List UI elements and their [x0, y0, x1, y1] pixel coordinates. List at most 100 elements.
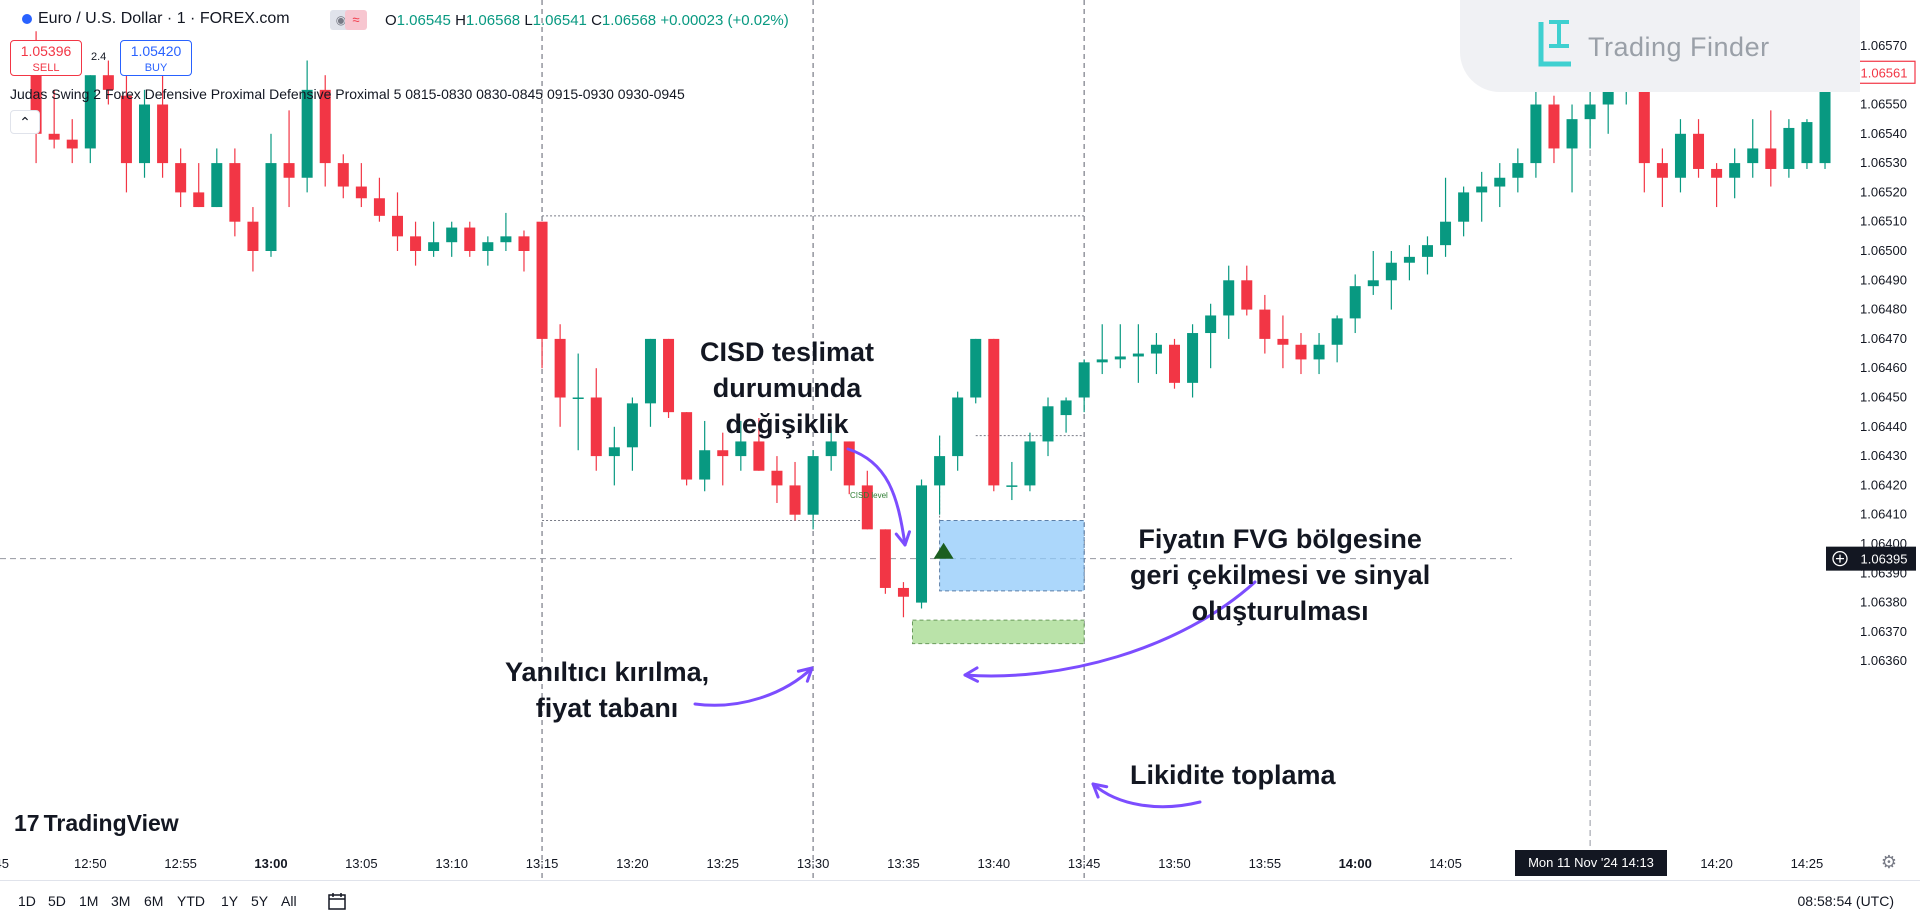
- watermark-brand: Trading Finder: [1588, 32, 1770, 62]
- candle-body: [1313, 344, 1325, 360]
- annotation-fvg-line3: oluşturulması: [1191, 596, 1369, 626]
- candle-body: [897, 587, 909, 597]
- range-all[interactable]: All: [281, 893, 297, 909]
- candle-body: [1421, 245, 1433, 257]
- candle-body: [193, 192, 205, 208]
- price-tick-label: 1.06430: [1860, 448, 1907, 463]
- time-tick-label: 14:20: [1700, 856, 1733, 871]
- range-1d[interactable]: 1D: [18, 893, 36, 909]
- close-value: 1.06568: [601, 12, 657, 29]
- candle-body: [1403, 256, 1415, 263]
- gear-icon[interactable]: ⚙: [1880, 852, 1898, 872]
- candle-body: [1819, 51, 1831, 164]
- candle-body: [771, 470, 783, 486]
- candle-body: [1530, 104, 1542, 164]
- candle-body: [319, 89, 331, 164]
- candle-body: [1078, 362, 1090, 398]
- candle-body: [608, 447, 620, 457]
- annotation-cisd-line3: değişiklik: [725, 409, 849, 439]
- range-6m[interactable]: 6M: [144, 893, 164, 909]
- annotation-cisd: CISD teslimat durumunda değişiklik: [700, 334, 874, 442]
- fake-break-arrow-head: [796, 666, 814, 683]
- indicator-legend[interactable]: Judas Swing 2 Forex Defensive Proximal D…: [10, 86, 685, 102]
- price-tick-label: 1.06420: [1860, 477, 1907, 492]
- candle-body: [175, 163, 187, 193]
- price-tick-label: 1.06550: [1860, 97, 1907, 112]
- wave-icon[interactable]: ≈: [345, 10, 367, 30]
- price-tick-label: 1.06520: [1860, 184, 1907, 199]
- candle-body: [120, 95, 132, 164]
- liquidity-arrow: [1091, 782, 1202, 809]
- chevron-up-icon[interactable]: ⌃: [10, 110, 40, 134]
- candle-body: [211, 163, 223, 208]
- candle-body: [1458, 192, 1470, 222]
- annotation-fvg-line1: Fiyatın FVG bölgesine: [1138, 524, 1422, 554]
- candle-body: [536, 221, 548, 339]
- range-3m[interactable]: 3M: [111, 893, 131, 909]
- cisd-level-label: CISD level: [850, 491, 888, 500]
- symbol-title[interactable]: Euro / U.S. Dollar · 1 · FOREX.com: [22, 10, 290, 28]
- sell-price: 1.05396: [20, 43, 72, 59]
- candle-body: [1223, 280, 1235, 316]
- calendar-icon[interactable]: [326, 890, 348, 912]
- candle-body: [1674, 133, 1686, 178]
- price-tick-label: 1.06440: [1860, 419, 1907, 434]
- candle-body: [590, 397, 602, 457]
- utc-clock[interactable]: 08:58:54 (UTC): [1797, 893, 1894, 909]
- candle-body: [952, 397, 964, 457]
- candle-body: [265, 163, 277, 251]
- low-value: 1.06541: [532, 12, 587, 29]
- sell-button[interactable]: 1.05396 SELL: [10, 40, 82, 76]
- candle-body: [1548, 104, 1560, 149]
- candle-body: [1277, 338, 1289, 345]
- crosshair-plus-icon[interactable]: [1832, 551, 1848, 567]
- last-price-label: 1.06561: [1861, 65, 1908, 80]
- time-tick-label: 14:25: [1791, 856, 1824, 871]
- candle-body: [1584, 104, 1596, 120]
- candle-body: [1476, 186, 1488, 193]
- candle-body: [861, 485, 873, 530]
- time-tick-label: 13:50: [1158, 856, 1191, 871]
- annotation-fake-break-line1: Yanıltıcı kırılma,: [505, 657, 710, 687]
- buy-label: BUY: [144, 62, 168, 74]
- range-ytd[interactable]: YTD: [177, 893, 205, 909]
- price-tick-label: 1.06380: [1860, 595, 1907, 610]
- candle-body: [681, 412, 693, 480]
- range-5d[interactable]: 5D: [48, 893, 66, 909]
- range-5y[interactable]: 5Y: [251, 893, 269, 909]
- candle-body: [916, 485, 928, 603]
- candle-body: [157, 104, 169, 164]
- range-1y[interactable]: 1Y: [221, 893, 239, 909]
- low-label: L: [524, 12, 533, 29]
- watermark-panel: [1460, 0, 1860, 92]
- candle-body: [1114, 356, 1126, 360]
- fake-break-arrow: [693, 666, 814, 707]
- candle-body: [1132, 353, 1144, 357]
- crosshair-price-label: 1.06395: [1861, 552, 1908, 567]
- price-tick-label: 1.06470: [1860, 331, 1907, 346]
- buy-button[interactable]: 1.05420 BUY: [120, 40, 192, 76]
- candle-body: [1295, 344, 1307, 360]
- price-tick-label: 1.06450: [1860, 390, 1907, 405]
- candle-body: [391, 215, 403, 237]
- liquidity-zone: [911, 619, 1085, 645]
- price-tick-label: 1.06410: [1860, 507, 1907, 522]
- fvg-arrow-head: [963, 666, 980, 683]
- candle-body: [626, 403, 638, 448]
- candle-body: [1385, 262, 1397, 281]
- tradingview-logo[interactable]: 17 TradingView: [14, 810, 179, 837]
- candle-body: [66, 139, 78, 149]
- candle-body: [879, 529, 891, 588]
- candle-body: [1494, 177, 1506, 187]
- annotation-liquidity: Likidite toplama: [1130, 760, 1336, 790]
- candle-body: [988, 338, 1000, 486]
- range-1m[interactable]: 1M: [79, 893, 99, 909]
- candle-body: [410, 236, 422, 251]
- candle-body: [663, 338, 675, 413]
- annotation-cisd-line2: durumunda: [712, 373, 862, 403]
- candle-body: [1349, 286, 1361, 319]
- candle-body: [1711, 168, 1723, 178]
- price-tick-label: 1.06500: [1860, 243, 1907, 258]
- candle-body: [753, 441, 765, 471]
